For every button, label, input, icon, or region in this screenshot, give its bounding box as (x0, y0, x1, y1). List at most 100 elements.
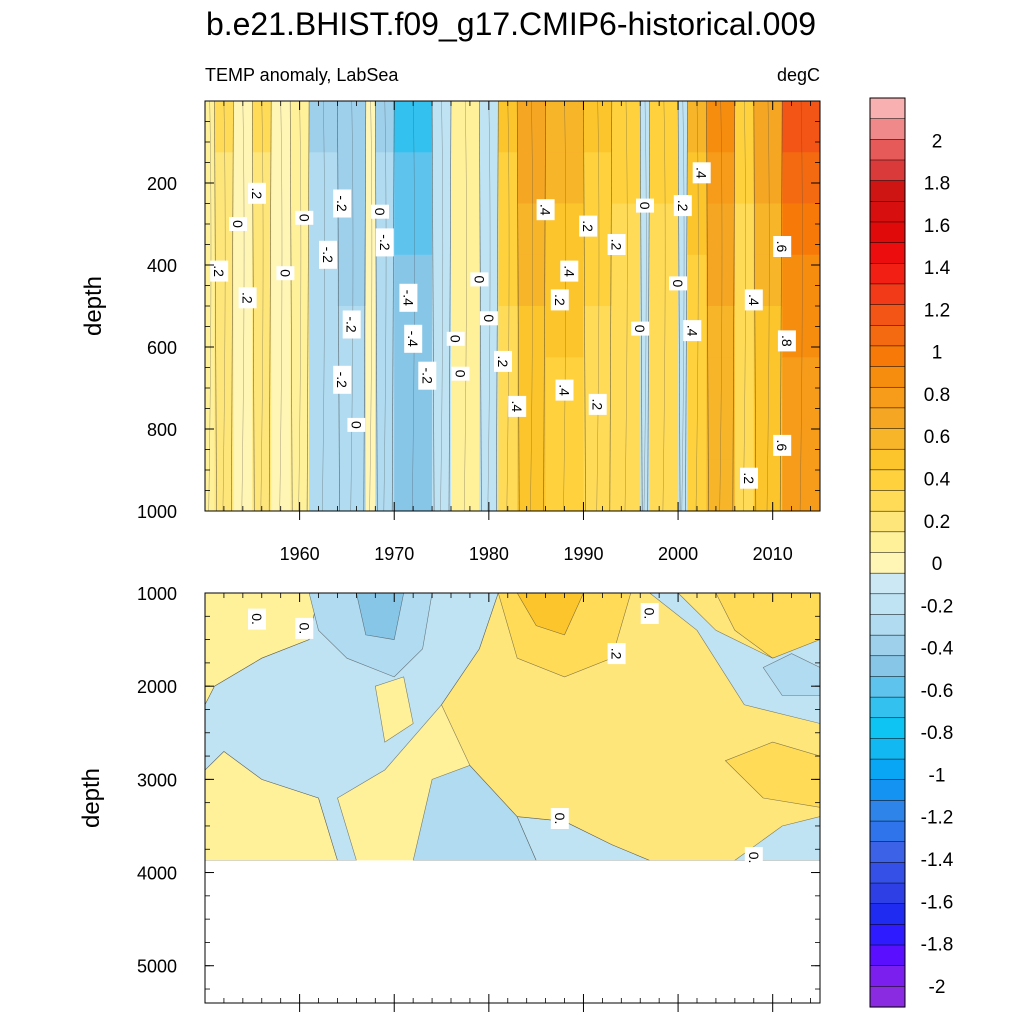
upper-heat-cell (782, 152, 820, 205)
upper-contour-label-box (333, 189, 352, 218)
upper-heat-cell (214, 203, 234, 256)
upper-contour-label: 0 (277, 269, 293, 277)
upper-contour-label: .2 (211, 265, 227, 277)
upper-heat-cell (734, 203, 755, 256)
upper-heat-cell (365, 306, 376, 358)
upper-x-tick-label: 1970 (374, 544, 414, 564)
lower-contour-label: 0. (296, 623, 312, 635)
upper-contour-label-box (479, 311, 498, 326)
upper-heat-cell (365, 254, 376, 307)
lower-y-tick-label: 3000 (137, 770, 177, 790)
colorbar-tick-label: -1.4 (921, 850, 954, 871)
upper-heat-cell (517, 254, 547, 307)
upper-contour-label-box (550, 289, 569, 311)
upper-contour-label: -.2 (419, 368, 435, 385)
upper-contour-label-box (588, 393, 607, 415)
upper-contour-label-box (607, 234, 626, 255)
upper-heat-cell (432, 152, 452, 205)
upper-contour-line (799, 101, 803, 511)
colorbar-swatch (869, 862, 906, 884)
upper-heat-cell (687, 254, 707, 307)
upper-contour-line (431, 101, 435, 511)
upper-heat-cell (640, 459, 651, 511)
lower-y-tick-label: 4000 (137, 864, 177, 884)
upper-contour-label-box (740, 467, 758, 489)
upper-contour-label-box (418, 361, 437, 390)
upper-heat-cell (365, 357, 376, 410)
lower-contour-label-box (607, 643, 626, 665)
colorbar-swatch (869, 304, 906, 326)
upper-heat-cell (337, 459, 367, 511)
lower-panel: 0. 0. .2 0. 0. 0. 1000 2000 3000 4000 5000 depth (78, 584, 821, 1012)
upper-heat-cell (205, 408, 216, 461)
upper-contour-label: 0 (448, 335, 464, 343)
upper-heat-cell (432, 408, 452, 461)
upper-contour-line (516, 101, 520, 511)
upper-contour-line (719, 101, 723, 511)
upper-heat-cell (649, 306, 679, 358)
upper-heat-cell (432, 459, 452, 511)
upper-contour-label-box (276, 266, 295, 281)
lower-contour-label: 0. (249, 613, 265, 625)
colorbar-tick-label: 0.6 (924, 427, 950, 448)
upper-contour-line (383, 101, 387, 511)
upper-heat-cell (649, 459, 679, 511)
lower-no-data-area (205, 860, 820, 1003)
colorbar-swatch (869, 676, 906, 698)
upper-contour-line (350, 101, 354, 511)
upper-heat-cell (290, 357, 310, 410)
upper-panel-units: degC (777, 65, 820, 85)
colorbar-swatch (869, 407, 906, 430)
upper-heat-cell (498, 254, 518, 307)
upper-contour-label: -.2 (334, 372, 350, 389)
upper-heat-cell (479, 203, 499, 256)
upper-contour-line (231, 101, 234, 511)
upper-contour-label: 0 (453, 370, 469, 378)
upper-heat-cell (498, 203, 518, 256)
upper-contour-line (241, 101, 245, 511)
colorbar-swatch (869, 325, 906, 347)
upper-heat-cell (678, 459, 689, 511)
upper-contour-line (732, 101, 736, 511)
upper-heat-cell (517, 152, 547, 205)
colorbar-swatch (869, 139, 906, 161)
upper-contour-label-box (631, 321, 650, 336)
upper-contour-label-box (210, 260, 229, 282)
upper-contour-label: .2 (249, 187, 265, 199)
upper-heat-cell (678, 306, 689, 358)
upper-heat-cell (687, 357, 707, 410)
lower-heat-region (762, 653, 820, 696)
lower-contour-labels: 0. 0. .2 0. 0. 0. (248, 603, 763, 869)
upper-heat-cell (252, 306, 272, 358)
upper-heat-cell (252, 357, 272, 410)
upper-contour-label: 0 (670, 280, 686, 288)
upper-heat-cell (432, 203, 452, 256)
upper-heat-cell (517, 306, 547, 358)
upper-heat-cell (205, 254, 216, 307)
upper-heat-cell (271, 459, 291, 511)
upper-heat-cell (706, 203, 736, 256)
colorbar-swatch (869, 696, 906, 719)
upper-heat-cell (706, 152, 736, 205)
upper-contour-label: .2 (590, 399, 606, 411)
upper-heat-cell (271, 306, 291, 358)
colorbar-tick-label: 2 (932, 131, 943, 152)
colorbar: 2 1.8 1.6 1.4 1.2 1 0.8 0.6 0.4 0.2 0 -0.2 -0.4 -0.6 -… (869, 97, 954, 1008)
upper-heat-cell (545, 459, 584, 511)
upper-heat-cell (545, 306, 584, 358)
upper-heat-cell (611, 254, 641, 307)
colorbar-swatch (869, 428, 906, 450)
upper-heat-cell (583, 459, 613, 511)
lower-contour-label: 0. (746, 852, 762, 864)
upper-heat-cell (290, 254, 310, 307)
upper-heat-cell (337, 254, 367, 307)
upper-contour-line (391, 101, 395, 511)
colorbar-swatch (869, 593, 906, 616)
upper-contour-line (685, 101, 688, 511)
upper-contour-label: 0 (348, 421, 364, 429)
upper-heat-cell (309, 306, 339, 358)
upper-heat-cell (365, 203, 376, 256)
upper-contour-label-box (777, 330, 796, 352)
upper-heat-cell (678, 203, 689, 256)
upper-contour-label: -.4 (400, 290, 416, 307)
